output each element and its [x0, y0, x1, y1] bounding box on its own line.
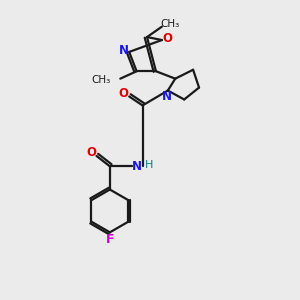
Text: N: N [162, 90, 172, 103]
Text: H: H [145, 160, 153, 170]
Text: O: O [118, 87, 128, 100]
Text: N: N [119, 44, 129, 57]
Text: F: F [106, 233, 114, 246]
Text: N: N [132, 160, 142, 173]
Text: O: O [162, 32, 172, 45]
Text: CH₃: CH₃ [92, 75, 111, 85]
Text: CH₃: CH₃ [160, 19, 180, 29]
Text: O: O [86, 146, 96, 159]
